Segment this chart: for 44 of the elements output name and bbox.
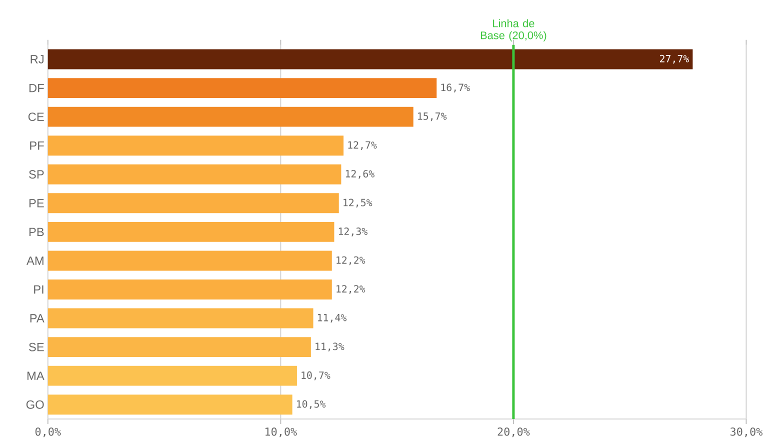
y-tick-label: MA: [27, 372, 44, 380]
data-label: 10,7%: [302, 371, 330, 380]
data-label: 12,6%: [346, 170, 374, 179]
data-label: 11,3%: [316, 342, 344, 352]
data-label: 10,5%: [297, 400, 326, 410]
y-tick-label: SE: [29, 342, 44, 352]
x-tick-label: 20,0%: [498, 428, 530, 438]
bar: [48, 394, 292, 415]
data-label: 12,2%: [336, 256, 366, 266]
y-tick-label: PA: [30, 314, 44, 322]
y-tick-label: GO: [26, 400, 44, 409]
data-label: 12,7%: [348, 141, 377, 150]
ref-line-label: Linha de Base (20,0%): [480, 19, 546, 42]
y-tick-label: SP: [29, 170, 44, 179]
bar: [48, 222, 334, 242]
bar: [48, 193, 339, 214]
data-label: 27,7%: [660, 54, 690, 64]
data-label: 15,7%: [418, 112, 447, 122]
y-tick-label: AM: [26, 256, 44, 265]
bar: [48, 250, 332, 271]
bar: [48, 78, 437, 98]
bar: [48, 164, 342, 184]
x-tick-label: 0,0%: [35, 428, 61, 438]
y-tick-label: PF: [30, 142, 44, 150]
data-label: 11,4%: [318, 314, 347, 323]
x-tick-label: 10,0%: [266, 428, 297, 438]
bar: [48, 136, 344, 156]
data-label: 16,7%: [441, 84, 470, 92]
data-label: 12,5%: [344, 198, 372, 208]
y-tick-label: DF: [29, 84, 44, 92]
bar: [48, 280, 332, 300]
y-tick-label: CE: [28, 112, 44, 122]
y-tick-label: PE: [29, 199, 44, 208]
data-label: 12,2%: [336, 285, 366, 294]
data-label: 12,3%: [338, 228, 368, 236]
y-tick-label: RJ: [30, 55, 44, 64]
bar: [48, 106, 414, 127]
bar: [48, 308, 314, 328]
bar: [48, 366, 297, 386]
bar: [48, 337, 311, 358]
y-tick-label: PI: [34, 285, 44, 294]
bar: [48, 49, 693, 70]
x-tick-label: 30,0%: [730, 428, 763, 438]
y-tick-label: PB: [29, 228, 44, 236]
